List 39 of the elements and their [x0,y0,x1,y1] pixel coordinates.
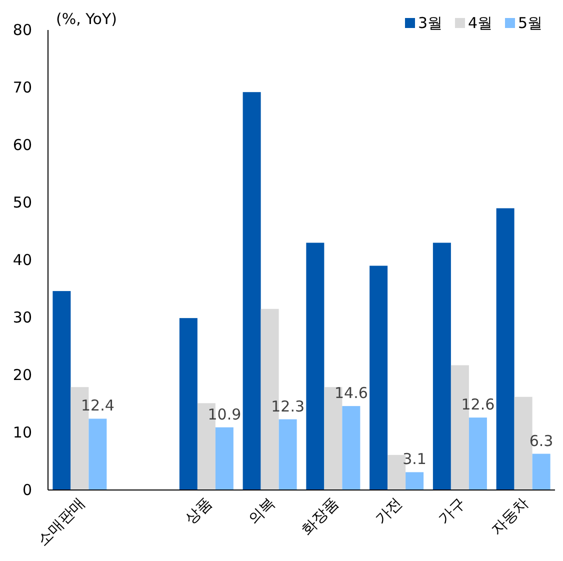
y-tick-label: 80 [12,21,32,39]
x-tick-label: 가구 [434,494,469,528]
bar [52,291,71,490]
bar [215,427,234,490]
y-tick-label: 0 [22,481,32,499]
y-tick-label: 30 [12,308,32,326]
y-tick-label: 10 [12,424,32,442]
y-tick-label: 20 [12,366,32,384]
bar [532,454,550,490]
bar [406,472,424,490]
data-label: 12.6 [461,396,495,414]
y-tick-label: 70 [12,78,32,96]
bar [496,208,514,490]
legend-label: 3월 [418,14,443,32]
data-label: 12.4 [80,396,114,415]
y-axis-title: (%, YoY) [56,10,118,28]
bar [342,406,360,490]
data-label: 3.1 [402,450,426,468]
y-tick-label: 50 [12,194,32,212]
legend-label: 4월 [468,14,493,32]
bar [468,418,487,490]
bar [242,92,261,490]
bar [278,419,297,490]
bar [432,242,451,490]
data-label: 10.9 [208,405,242,424]
data-label: 6.3 [529,432,554,450]
data-label: 14.6 [334,384,368,402]
bar [88,418,107,490]
bar [514,396,532,490]
y-tick-label: 60 [12,136,32,154]
x-tick-label: 가전 [371,494,406,528]
bar [306,242,324,490]
legend-label: 5월 [518,14,543,32]
x-tick-label: 의복 [244,494,279,528]
x-tick-label: 상품 [181,494,216,528]
data-label: 12.3 [271,397,305,416]
y-tick-label: 40 [12,251,32,269]
bar [179,318,198,490]
bar [370,266,388,490]
